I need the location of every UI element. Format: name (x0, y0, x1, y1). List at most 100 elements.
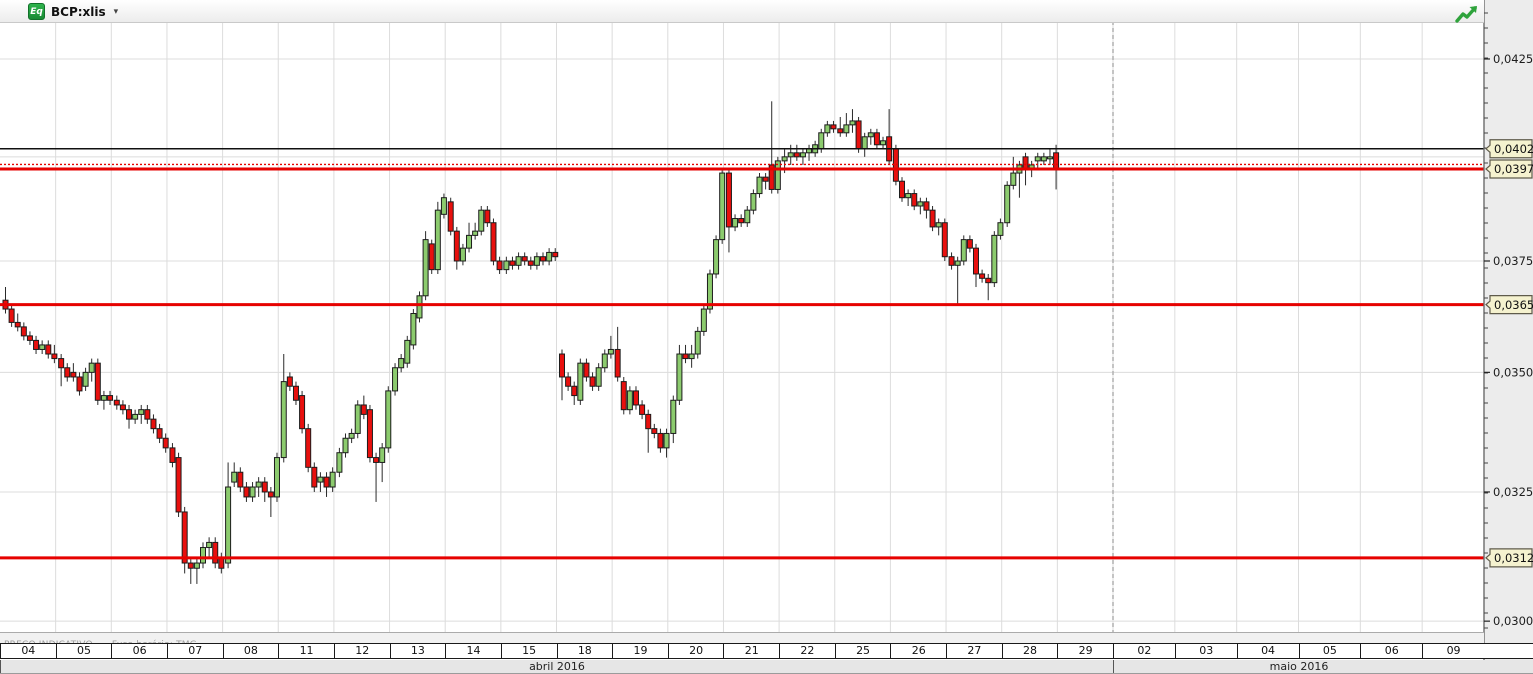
candle-up (601, 353, 608, 369)
candle-up (249, 486, 256, 498)
candle-up (317, 476, 324, 483)
candle-up (255, 481, 262, 488)
candle-down (267, 491, 274, 498)
chart-toolbar: Eq BCP:xlis ▾ (0, 0, 1484, 23)
price-tag[interactable] (1485, 139, 1533, 159)
date-cell: 04 (1236, 644, 1299, 658)
candle-down (305, 428, 312, 468)
candle-up (546, 251, 553, 262)
candle-up (935, 222, 942, 228)
candle-down (360, 404, 367, 415)
candle-up (392, 367, 399, 392)
candle-up (348, 432, 355, 439)
candle-down (126, 409, 133, 420)
candle-up (700, 308, 707, 332)
candle-up (1040, 156, 1047, 162)
price-tag[interactable] (1485, 548, 1533, 568)
candle-up (595, 367, 602, 387)
date-cell: 25 (834, 644, 891, 658)
candle-up (732, 218, 739, 228)
date-cell: 09 (1422, 644, 1484, 658)
candle-down (218, 557, 225, 569)
candle-up (954, 260, 961, 266)
candle-up (787, 152, 794, 158)
date-cell: 11 (278, 644, 334, 658)
candle-up (824, 124, 831, 134)
candle-down (70, 371, 77, 378)
candle-down (657, 432, 664, 449)
candle-up (398, 358, 405, 369)
candle-up (342, 437, 349, 454)
candle-up (82, 371, 89, 387)
date-cell: 22 (779, 644, 835, 658)
symbol-selector[interactable]: Eq BCP:xlis ▾ (28, 3, 118, 20)
date-cell: 07 (166, 644, 223, 658)
price-tag[interactable] (1485, 295, 1533, 315)
candle-down (119, 404, 126, 411)
candle-up (799, 152, 806, 158)
date-cell: 06 (111, 644, 167, 658)
candle-up (1004, 184, 1011, 224)
candle-up (861, 136, 868, 150)
candle-down (447, 201, 454, 232)
candle-up (781, 156, 788, 162)
candle-down (1022, 156, 1029, 170)
price-axis-background[interactable] (1484, 0, 1533, 674)
trend-up-zigzag-icon (1455, 6, 1477, 23)
candle-up (991, 234, 998, 284)
candle-down (1053, 152, 1060, 170)
candle-down (923, 201, 930, 211)
trend-arrow-button[interactable] (1455, 5, 1481, 25)
candle-down (830, 124, 837, 130)
date-cell: 03 (1174, 644, 1237, 658)
candle-down (527, 260, 534, 266)
month-label: maio 2016 (1113, 660, 1484, 673)
candle-up (225, 486, 232, 564)
candle-down (929, 209, 936, 228)
candle-down (583, 362, 590, 378)
candle-up (756, 176, 763, 195)
candle-up (273, 457, 280, 498)
candle-up (694, 330, 701, 355)
candle-down (311, 466, 318, 488)
candle-up (404, 339, 411, 364)
candle-down (966, 239, 973, 249)
date-cell: 19 (612, 644, 668, 658)
indicative-price-strip: PREÇO INDICATIVO Fuso horário: TMG (0, 632, 1484, 650)
date-cell: 14 (445, 644, 501, 658)
candle-down (762, 176, 769, 182)
candle-down (682, 353, 689, 360)
candle-up (880, 140, 887, 146)
price-tag[interactable] (1485, 159, 1533, 179)
price-tag-label: 0,0397 (1494, 162, 1533, 176)
date-cell: 06 (1360, 644, 1422, 658)
candle-up (39, 344, 46, 350)
candle-down (237, 471, 244, 488)
candle-down (366, 409, 373, 459)
date-cell: 27 (946, 644, 1002, 658)
candle-down (571, 385, 578, 397)
candle-down (76, 376, 83, 392)
candle-up (379, 447, 386, 463)
candle-up (354, 404, 361, 434)
candle-up (607, 348, 614, 355)
candle-up (867, 132, 874, 138)
date-cell: 26 (890, 644, 946, 658)
candle-down (243, 486, 250, 498)
candle-up (849, 120, 856, 126)
candle-up (440, 197, 447, 215)
axis-price-label: 0,0375 (1493, 254, 1533, 268)
candle-up (132, 413, 139, 420)
candle-up (478, 209, 485, 232)
candle-down (58, 358, 65, 369)
candle-up (750, 193, 757, 211)
price-tag-label: 0,0312 (1494, 551, 1533, 565)
candle-down (373, 457, 380, 463)
candle-up (459, 247, 466, 262)
axis-price-label: 0,0425 (1493, 52, 1533, 66)
date-cell: 20 (667, 644, 724, 658)
candle-up (1046, 156, 1053, 160)
candle-up (336, 452, 343, 473)
candle-up (626, 390, 633, 411)
